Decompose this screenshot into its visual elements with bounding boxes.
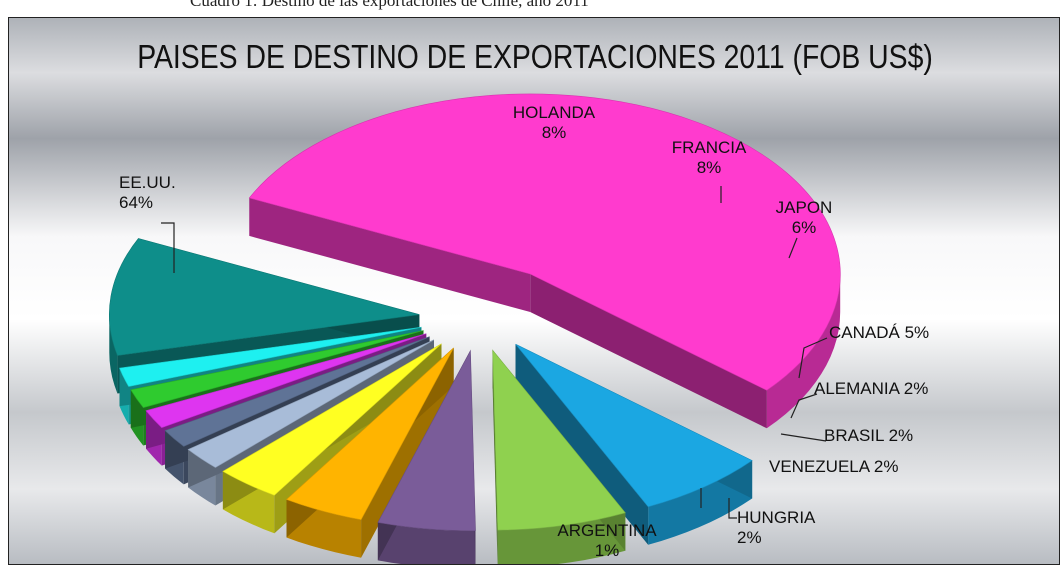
slice-unlabeled-6 xyxy=(187,339,435,468)
slice-venezuela xyxy=(130,330,424,408)
slice-side-0 xyxy=(766,274,841,429)
slice-label-francia: FRANCIA 8% xyxy=(672,138,747,177)
slice-argentina xyxy=(109,238,420,356)
slice-label-ee-uu-: EE.UU. 64% xyxy=(119,173,176,212)
slice-francia xyxy=(492,349,626,531)
slice-side-2 xyxy=(497,512,626,564)
leader-3 xyxy=(788,237,798,259)
slice-ee-uu- xyxy=(248,93,841,391)
leader-7 xyxy=(790,393,818,419)
slice-holanda xyxy=(515,343,753,508)
slice-japon xyxy=(377,349,476,531)
slice-label-alemania: ALEMANIA 2% xyxy=(814,379,928,398)
pie-slices xyxy=(109,93,841,531)
slice-side-3 xyxy=(377,522,476,564)
slice-label-japon: JAPON 6% xyxy=(776,198,833,237)
slice-unlabeled-4 xyxy=(285,347,454,521)
slice-brasil xyxy=(145,333,427,428)
chart-frame: PAISES DE DESTINO DE EXPORTACIONES 2011 … xyxy=(8,17,1060,565)
slice-cut-face-0-0 xyxy=(249,197,531,312)
slice-label-brasil: BRASIL 2% xyxy=(824,426,913,445)
slice-label-canad-: CANADÁ 5% xyxy=(829,323,929,342)
slice-label-hungria: HUNGRIA 2% xyxy=(737,508,816,547)
slice-cut-face-6-1 xyxy=(188,339,434,488)
slice-label-argentina: ARGENTINA 1% xyxy=(557,521,657,560)
figure-caption: Cuadro 1: Destino de las exportaciones d… xyxy=(190,0,589,10)
slice-side-11 xyxy=(109,314,118,394)
figure-caption-strip: Cuadro 1: Destino de las exportaciones d… xyxy=(0,0,1064,18)
label-leaders xyxy=(161,186,828,519)
leader-10 xyxy=(728,498,737,519)
slice-labels: EE.UU. 64% HOLANDA 8% FRANCIA 8% JAPON 6% CANADÁ… xyxy=(119,103,929,560)
leader-5 xyxy=(798,337,828,379)
slice-alemania xyxy=(164,336,430,447)
slice-label-venezuela: VENEZUELA 2% xyxy=(769,457,898,476)
slice-label-holanda: HOLANDA 8% xyxy=(513,103,596,142)
slice-cut-face-1-1 xyxy=(515,344,649,545)
slice-cut-face-0-1 xyxy=(530,273,767,429)
leader-0 xyxy=(161,222,175,273)
slice-canad- xyxy=(222,343,442,496)
pie-chart: PAISES DE DESTINO DE EXPORTACIONES 2011 … xyxy=(9,18,1059,564)
slice-hungria xyxy=(119,326,422,387)
chart-title: PAISES DE DESTINO DE EXPORTACIONES 2011 … xyxy=(137,38,933,76)
leader-8 xyxy=(780,433,827,442)
